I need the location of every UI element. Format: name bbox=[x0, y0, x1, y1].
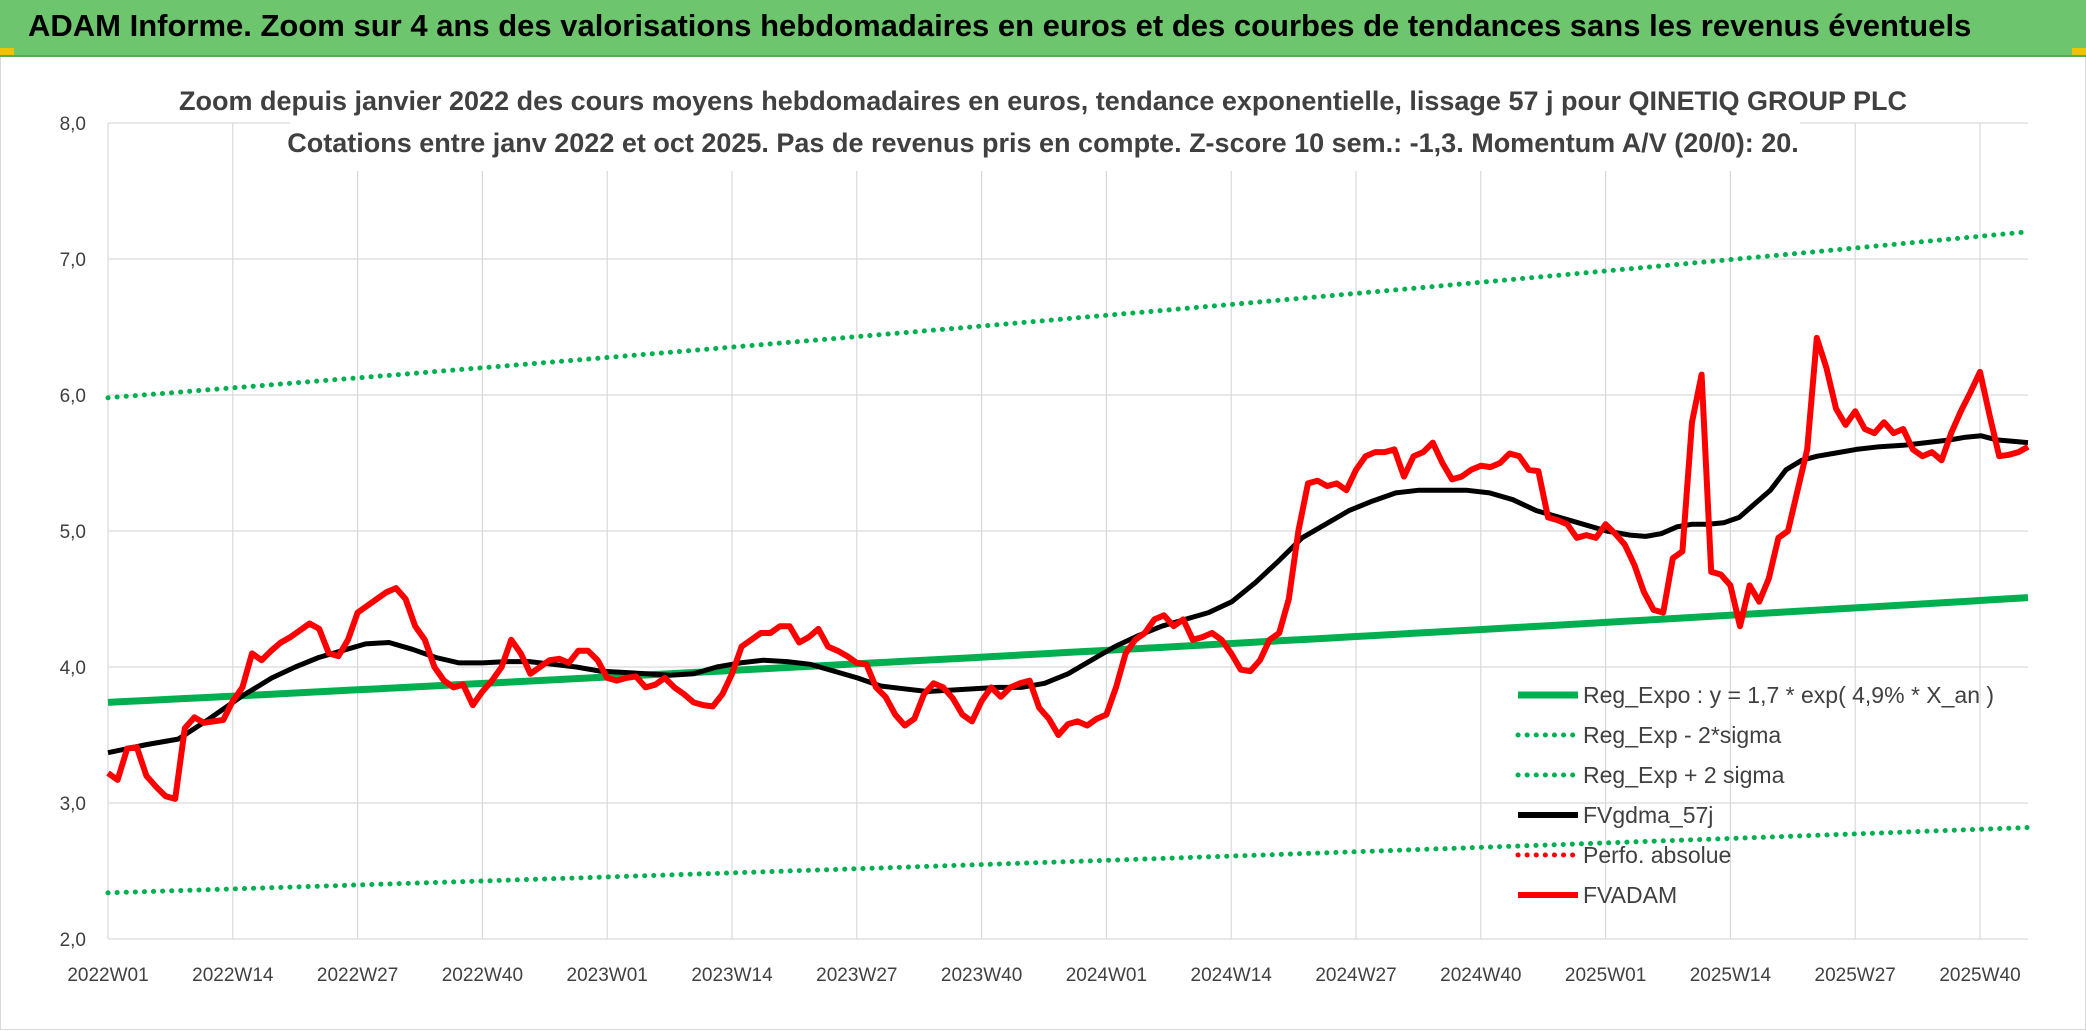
legend: Reg_Expo : y = 1,7 * exp( 4,9% * X_an ) R… bbox=[1515, 682, 1994, 908]
x-tick-label: 2025W14 bbox=[1690, 965, 1772, 986]
y-tick-label: 3,0 bbox=[60, 794, 86, 815]
y-axis-ticks: 2,0 3,0 4,0 5,0 6,0 7,0 8,0 bbox=[60, 114, 86, 951]
report-title: ADAM Informe. Zoom sur 4 ans des valoris… bbox=[28, 8, 1972, 43]
x-tick-label: 2022W01 bbox=[67, 965, 148, 986]
legend-label-upper: Reg_Exp + 2 sigma bbox=[1583, 762, 1785, 788]
y-tick-label: 8,0 bbox=[60, 114, 86, 135]
x-tick-label: 2025W40 bbox=[1939, 965, 2020, 986]
legend-label-perf: Perfo. absolue bbox=[1583, 842, 1731, 868]
x-tick-label: 2022W40 bbox=[442, 965, 523, 986]
x-axis-ticks: 2022W01 2022W14 2022W27 2022W40 2023W01 2023W… bbox=[67, 965, 2020, 986]
y-tick-label: 5,0 bbox=[60, 522, 86, 543]
gridlines bbox=[107, 122, 2028, 940]
chart-title-line1: Zoom depuis janvier 2022 des cours moyen… bbox=[179, 86, 1907, 116]
x-tick-label: 2024W01 bbox=[1066, 965, 1147, 986]
chart-title-line2: Cotations entre janv 2022 et oct 2025. P… bbox=[287, 128, 1799, 158]
x-tick-label: 2024W40 bbox=[1440, 965, 1521, 986]
x-tick-label: 2023W01 bbox=[567, 965, 648, 986]
series-upper-band bbox=[105, 229, 2031, 401]
y-tick-label: 7,0 bbox=[60, 250, 86, 271]
legend-label-ma: FVgdma_57j bbox=[1583, 802, 1713, 828]
series-regression bbox=[107, 594, 2029, 706]
y-tick-label: 4,0 bbox=[60, 658, 86, 679]
legend-label-fvadam: FVADAM bbox=[1583, 882, 1677, 908]
x-tick-label: 2022W14 bbox=[192, 965, 274, 986]
x-tick-label: 2024W14 bbox=[1191, 965, 1273, 986]
banner-corner-right bbox=[2072, 48, 2086, 55]
series-layer bbox=[105, 229, 2031, 896]
x-tick-label: 2025W27 bbox=[1815, 965, 1896, 986]
series-moving-average bbox=[107, 433, 2029, 756]
x-tick-label: 2022W27 bbox=[317, 965, 398, 986]
series-fvadam bbox=[106, 334, 2030, 802]
legend-label-reg: Reg_Expo : y = 1,7 * exp( 4,9% * X_an ) bbox=[1583, 682, 1994, 708]
banner-corner-left bbox=[0, 48, 14, 55]
x-tick-label: 2025W01 bbox=[1565, 965, 1646, 986]
y-tick-label: 6,0 bbox=[60, 386, 86, 407]
legend-label-lower: Reg_Exp - 2*sigma bbox=[1583, 722, 1781, 748]
series-lower-band bbox=[105, 825, 2031, 896]
x-tick-label: 2023W27 bbox=[816, 965, 897, 986]
title-background bbox=[290, 75, 1800, 171]
y-tick-label: 2,0 bbox=[60, 930, 86, 951]
x-tick-label: 2023W14 bbox=[691, 965, 773, 986]
x-tick-label: 2023W40 bbox=[941, 965, 1022, 986]
x-tick-label: 2024W27 bbox=[1315, 965, 1396, 986]
report-banner: ADAM Informe. Zoom sur 4 ans des valoris… bbox=[0, 0, 2086, 57]
